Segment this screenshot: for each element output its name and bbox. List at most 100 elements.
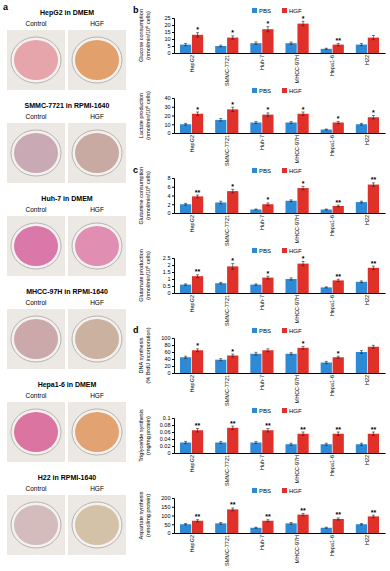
error-bar — [302, 432, 305, 436]
tick-label: 150 — [161, 504, 170, 510]
legend-label: HGF — [289, 168, 302, 174]
legend-item: HGF — [282, 328, 302, 334]
error-bar — [219, 441, 222, 443]
bar — [285, 354, 296, 373]
bar — [192, 114, 203, 133]
photo-background — [7, 30, 65, 90]
significance: ** — [195, 189, 201, 196]
error-bar — [302, 21, 305, 25]
plot-area — [180, 262, 379, 294]
tick-label: H22 — [364, 535, 370, 545]
error-bar — [360, 281, 363, 283]
bar — [368, 347, 379, 373]
dish-row: HepG2 in DMEMControlHGF — [7, 9, 126, 90]
y-axis-title: (nmol/min/10⁶ cells) — [145, 251, 151, 300]
y-tick: 40 — [164, 356, 174, 362]
x-tick: MHCC-97H — [294, 375, 300, 403]
culture-medium — [14, 412, 58, 452]
tick-mark — [172, 345, 174, 346]
bar — [192, 196, 203, 213]
tick-label: 1.5 — [163, 269, 171, 275]
legend-label: PBS — [259, 328, 271, 334]
bar — [368, 268, 379, 293]
bar — [227, 428, 238, 453]
axis-line — [175, 213, 386, 214]
y-tick: 0 — [167, 290, 174, 296]
significance: * — [267, 270, 270, 277]
culture-dish — [72, 502, 122, 548]
bar — [321, 130, 332, 134]
tick-label: 0 — [167, 50, 170, 56]
legend-label: PBS — [259, 408, 271, 414]
error-bar — [231, 264, 234, 270]
condition-label: Control — [26, 485, 48, 492]
x-tick: Huh-7 — [259, 535, 265, 550]
x-tick: HepG2 — [189, 135, 195, 152]
x-tick: SMMC-7721 — [224, 455, 230, 486]
tick-label: 40 — [164, 356, 170, 362]
plot-area — [180, 107, 379, 133]
legend-swatch — [252, 248, 257, 253]
error-bar — [325, 361, 328, 363]
significance: ** — [371, 509, 377, 516]
error-bar — [231, 426, 234, 430]
significance: ** — [265, 422, 271, 429]
legend-label: HGF — [289, 328, 302, 334]
error-bar — [231, 107, 234, 111]
y-axis-title: Glutamine consumption — [138, 167, 144, 225]
significance: ** — [335, 511, 341, 518]
significance: * — [231, 257, 234, 264]
bar — [368, 117, 379, 133]
y-axis: 050100150200 — [161, 495, 174, 536]
x-tick: SMMC-7721 — [224, 375, 230, 406]
row-title: MHCC-97H in RPMI-1640 — [26, 288, 108, 295]
y-tick: 200 — [161, 495, 174, 501]
error-bar — [254, 352, 257, 355]
error-bar — [360, 351, 363, 354]
axis-line — [175, 293, 386, 294]
legend-label: HGF — [289, 248, 302, 254]
y-tick: 0 — [167, 450, 174, 456]
bar — [297, 24, 308, 53]
tick-mark — [172, 359, 174, 360]
axis-line — [175, 453, 386, 454]
x-tick: SMMC-7721 — [224, 535, 230, 566]
bar — [285, 123, 296, 134]
error-bar — [360, 443, 363, 445]
legend: PBSHGF — [252, 168, 302, 174]
bar — [297, 348, 308, 373]
error-bar — [266, 349, 269, 352]
tick-label: Hepa1-6 — [329, 135, 335, 156]
significance: * — [337, 115, 340, 122]
y-tick: 150 — [161, 504, 174, 510]
tick-label: 60 — [164, 349, 170, 355]
x-tick: MHCC-97H — [294, 455, 300, 483]
tick-label: 15 — [164, 29, 170, 35]
tick-label: HepG2 — [189, 455, 195, 472]
tick-label: 6 — [167, 184, 170, 190]
x-axis: HepG2SMMC-7721Huh-7MHCC-97HHepa1-6H22 — [175, 374, 386, 406]
dish-row: Huh-7 in DMEMControlHGF — [7, 195, 126, 276]
tick-label: Huh-7 — [259, 55, 265, 70]
photo-background — [68, 216, 126, 276]
tick-label: MHCC-97H — [294, 455, 300, 483]
x-tick: SMMC-7721 — [224, 135, 230, 166]
tick-label: 0.5 — [163, 283, 171, 289]
plot-area — [180, 183, 379, 213]
tick-label: SMMC-7721 — [224, 55, 230, 86]
error-bar — [372, 345, 375, 348]
photo-background — [68, 30, 126, 90]
significance: * — [337, 350, 340, 357]
legend-item: PBS — [252, 88, 271, 94]
legend-label: PBS — [259, 248, 271, 254]
bar — [285, 279, 296, 293]
x-axis: HepG2SMMC-7721Huh-7MHCC-97HHepa1-6H22 — [175, 454, 386, 486]
condition-label: HGF — [90, 20, 104, 27]
culture-dish — [72, 409, 122, 455]
condition-label: Control — [26, 392, 48, 399]
x-tick: HepG2 — [189, 215, 195, 232]
tick-label: 8 — [167, 175, 170, 181]
error-bar — [302, 186, 305, 190]
condition-label: Control — [26, 206, 48, 213]
significance: * — [302, 15, 305, 22]
